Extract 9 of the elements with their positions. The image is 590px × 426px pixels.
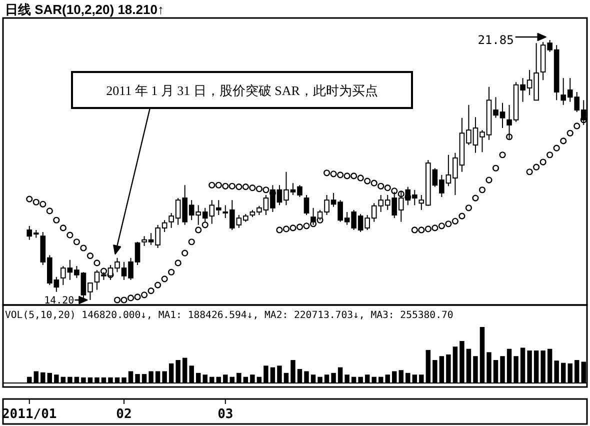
- x-tick-label: 02: [116, 407, 132, 422]
- x-tick-label: 03: [218, 407, 234, 422]
- annotation: 14.20: [44, 296, 74, 306]
- chart-title: 日线 SAR(10,2,20) 18.210↑: [5, 2, 164, 17]
- annotation: 21.85: [478, 33, 514, 48]
- chart-title: VOL(5,10,20) 146820.000↓, MA1: 188426.594↓, MA2: 220713.703↓, MA3: 255380.70: [5, 310, 454, 321]
- x-tick-label: 2011/01: [2, 407, 57, 422]
- annotation: 2011 年 1 月 31 日，股价突破 SAR，此时为买点: [106, 83, 378, 98]
- candlestick: [304, 194, 310, 216]
